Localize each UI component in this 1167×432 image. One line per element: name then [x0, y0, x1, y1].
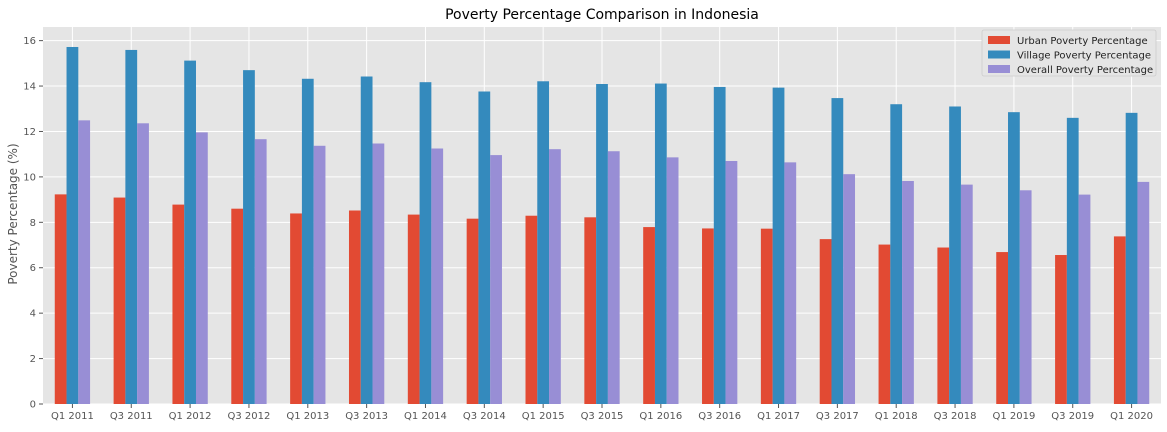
bar-village [243, 70, 255, 404]
bar-overall [78, 120, 91, 405]
x-tick-label: Q3 2012 [228, 411, 271, 422]
bar-overall [843, 174, 856, 404]
bar-village [1125, 112, 1138, 404]
x-tick-label: Q1 2020 [1110, 411, 1153, 422]
y-tick-label: 4 [30, 309, 36, 320]
y-axis-label: Poverty Percentage (%) [6, 143, 20, 284]
bar-urban [702, 228, 714, 404]
x-tick-label: Q3 2013 [345, 411, 388, 422]
y-tick-label: 0 [30, 400, 36, 411]
bar-urban [819, 239, 832, 404]
bar-overall [960, 184, 973, 404]
y-tick-label: 16 [23, 36, 36, 47]
x-tick-label: Q3 2011 [110, 411, 153, 422]
bar-village [301, 78, 314, 404]
bar-overall [1078, 194, 1091, 404]
bar-overall [1019, 190, 1032, 404]
bar-village [1008, 112, 1020, 405]
bar-village [537, 81, 550, 404]
legend: Urban Poverty Percentage Village Poverty … [981, 29, 1157, 77]
x-tick-label: Q1 2018 [875, 411, 918, 422]
bar-village [66, 46, 79, 405]
legend-box [981, 29, 1157, 77]
x-tick-label: Q1 2014 [404, 411, 447, 422]
x-tick-label: Q3 2014 [463, 411, 506, 422]
bar-urban [584, 217, 597, 404]
bar-village [654, 83, 667, 405]
bar-village [831, 98, 844, 405]
bar-urban [348, 210, 361, 404]
bar-overall [784, 162, 797, 404]
bar-urban [54, 194, 67, 404]
plot-area: 0 2 4 6 8 10 12 14 16 Q1 2011 Q3 2011 Q1 2012 Q3 201… [23, 27, 1161, 422]
bar-village [713, 86, 726, 404]
bar-village [1066, 117, 1079, 404]
bar-urban [1055, 255, 1067, 404]
bar-urban [878, 244, 891, 404]
bar-urban [466, 218, 479, 404]
bar-village [478, 91, 491, 405]
x-tick-label: Q3 2016 [698, 411, 741, 422]
bar-urban [996, 252, 1009, 404]
y-tick-label: 14 [23, 82, 36, 93]
bar-village [772, 87, 785, 405]
legend-swatch [988, 65, 1010, 73]
x-tick-label: Q3 2017 [816, 411, 859, 422]
bar-overall [549, 149, 561, 404]
chart-title: Poverty Percentage Comparison in Indones… [445, 7, 759, 23]
bar-urban [231, 208, 244, 404]
y-tick-label: 6 [30, 263, 36, 274]
bar-urban [113, 197, 126, 404]
bar-overall [195, 132, 208, 405]
bar-urban [760, 228, 773, 404]
bar-village [596, 84, 608, 405]
bar-overall [254, 139, 267, 404]
bar-village [184, 60, 196, 404]
bar-overall [902, 180, 914, 404]
y-tick-label: 10 [23, 172, 36, 183]
bar-village [360, 76, 373, 404]
bar-overall [431, 148, 444, 404]
y-tick-label: 2 [30, 354, 36, 365]
legend-label: Village Poverty Percentage [1017, 51, 1151, 62]
bar-village [890, 104, 903, 405]
bar-urban [172, 204, 185, 404]
legend-swatch [988, 50, 1010, 59]
x-tick-label: Q1 2015 [522, 411, 565, 422]
bar-overall [1137, 181, 1150, 404]
legend-label: Urban Poverty Percentage [1017, 36, 1148, 47]
bar-urban [525, 215, 538, 404]
bar-overall [607, 151, 620, 404]
bar-overall [137, 123, 149, 404]
x-tick-label: Q1 2011 [51, 411, 94, 422]
bar-village [125, 49, 138, 404]
x-tick-label: Q3 2018 [934, 411, 977, 422]
x-tick-label: Q1 2016 [639, 411, 682, 422]
x-tick-label: Q1 2013 [286, 411, 329, 422]
legend-label: Overall Poverty Percentage [1017, 65, 1153, 76]
bar-urban [407, 214, 420, 404]
bar-urban [290, 213, 302, 404]
bar-village [419, 82, 432, 404]
x-tick-label: Q1 2019 [992, 411, 1035, 422]
bar-urban [1113, 236, 1126, 404]
bar-overall [372, 143, 385, 404]
bar-overall [490, 155, 502, 404]
x-tick-label: Q3 2015 [581, 411, 624, 422]
x-tick-label: Q3 2019 [1051, 411, 1094, 422]
x-tick-label: Q1 2017 [757, 411, 800, 422]
legend-swatch [988, 36, 1010, 44]
y-tick-label: 12 [23, 127, 36, 138]
y-tick-label: 8 [30, 218, 36, 229]
bar-urban [937, 247, 950, 404]
bar-overall [666, 157, 679, 404]
x-tick-label: Q1 2012 [169, 411, 212, 422]
bar-urban [643, 227, 655, 404]
bar-overall [313, 145, 326, 404]
bar-village [949, 106, 961, 405]
bar-overall [725, 160, 738, 404]
